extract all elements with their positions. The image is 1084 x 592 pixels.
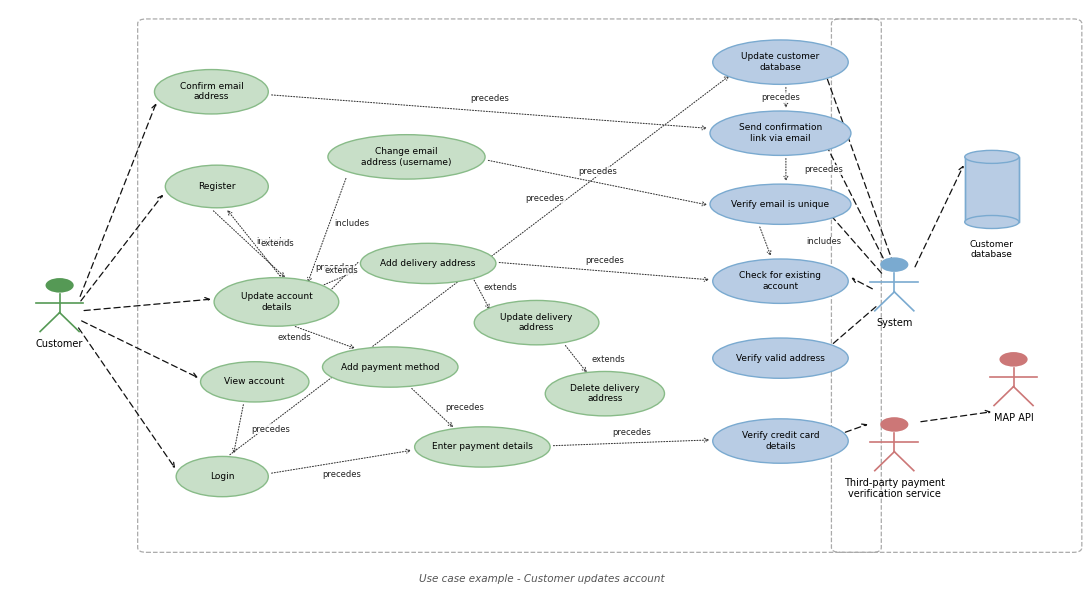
Ellipse shape [475, 300, 599, 345]
Text: extends: extends [483, 283, 518, 292]
Text: extends: extends [278, 333, 312, 342]
Text: System: System [876, 318, 913, 328]
Text: Delete delivery
address: Delete delivery address [570, 384, 640, 403]
Text: extends: extends [260, 239, 294, 247]
Text: Verify credit card
details: Verify credit card details [741, 432, 820, 451]
Text: Enter payment details: Enter payment details [431, 442, 533, 452]
Ellipse shape [965, 215, 1019, 229]
Ellipse shape [414, 427, 550, 467]
Ellipse shape [327, 134, 485, 179]
Text: extends: extends [324, 266, 359, 275]
FancyBboxPatch shape [965, 157, 1019, 222]
Ellipse shape [201, 362, 309, 402]
Text: extends: extends [592, 355, 625, 363]
Text: precedes: precedes [322, 470, 361, 480]
Text: Confirm email
address: Confirm email address [180, 82, 243, 101]
Text: precedes: precedes [470, 94, 508, 103]
Ellipse shape [46, 278, 74, 292]
Ellipse shape [710, 111, 851, 155]
Ellipse shape [710, 184, 851, 224]
Text: precedes: precedes [585, 256, 623, 265]
Ellipse shape [323, 347, 457, 387]
Text: precedes: precedes [612, 427, 650, 437]
Ellipse shape [713, 259, 848, 303]
Text: Login: Login [210, 472, 234, 481]
Text: Update delivery
address: Update delivery address [501, 313, 572, 332]
Ellipse shape [713, 419, 848, 463]
Text: precedes: precedes [251, 424, 291, 434]
Text: Change email
address (username): Change email address (username) [361, 147, 452, 166]
Ellipse shape [215, 278, 338, 326]
Text: Check for existing
account: Check for existing account [739, 272, 822, 291]
Ellipse shape [154, 69, 268, 114]
Ellipse shape [165, 165, 269, 208]
Text: includes: includes [256, 237, 292, 246]
Text: includes: includes [335, 219, 370, 228]
Text: Add payment method: Add payment method [341, 362, 439, 372]
Text: Verify valid address: Verify valid address [736, 353, 825, 363]
Ellipse shape [713, 338, 848, 378]
Ellipse shape [713, 40, 848, 84]
Text: Update customer
database: Update customer database [741, 53, 820, 72]
Ellipse shape [880, 417, 908, 432]
Text: precedes: precedes [579, 168, 617, 176]
Ellipse shape [965, 150, 1019, 163]
Text: Verify email is unique: Verify email is unique [732, 200, 829, 209]
Text: precedes: precedes [761, 93, 800, 102]
Text: View account: View account [224, 377, 285, 387]
Text: includes: includes [806, 237, 841, 246]
Text: Customer
database: Customer database [970, 240, 1014, 259]
Text: Register: Register [198, 182, 235, 191]
Text: precedes: precedes [446, 403, 485, 413]
Ellipse shape [545, 372, 664, 416]
Text: precedes: precedes [804, 165, 843, 175]
Text: Update account
details: Update account details [241, 292, 312, 311]
Ellipse shape [999, 352, 1028, 366]
Text: Use case example - Customer updates account: Use case example - Customer updates acco… [420, 574, 664, 584]
Text: Send confirmation
link via email: Send confirmation link via email [739, 124, 822, 143]
Ellipse shape [176, 456, 269, 497]
Text: precedes: precedes [526, 194, 564, 203]
Text: Customer: Customer [36, 339, 83, 349]
Ellipse shape [880, 258, 908, 272]
Ellipse shape [360, 243, 496, 284]
Text: precedes: precedes [315, 263, 353, 272]
Text: Add delivery address: Add delivery address [380, 259, 476, 268]
Text: Third-party payment
verification service: Third-party payment verification service [843, 478, 945, 499]
Text: MAP API: MAP API [994, 413, 1033, 423]
